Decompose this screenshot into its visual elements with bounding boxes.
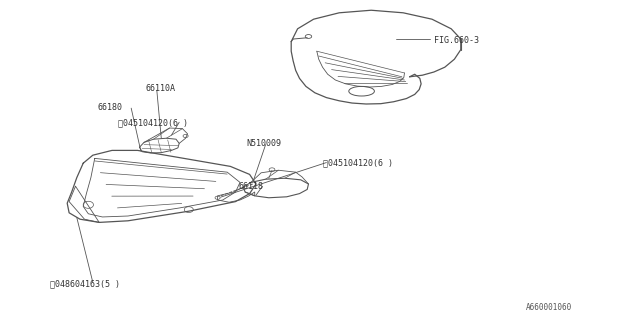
Text: N510009: N510009 [246,139,282,148]
Text: Ⓢ048604163(5 ): Ⓢ048604163(5 ) [50,280,120,289]
Text: 66180: 66180 [98,103,123,112]
Text: A660001060: A660001060 [526,303,572,312]
Text: 66110A: 66110A [146,84,176,93]
Text: Ⓢ045104120(6 ): Ⓢ045104120(6 ) [323,158,393,167]
Text: 66118: 66118 [238,182,263,191]
Text: Ⓢ045104120(6 ): Ⓢ045104120(6 ) [118,119,188,128]
Text: FIG.660-3: FIG.660-3 [434,36,479,45]
